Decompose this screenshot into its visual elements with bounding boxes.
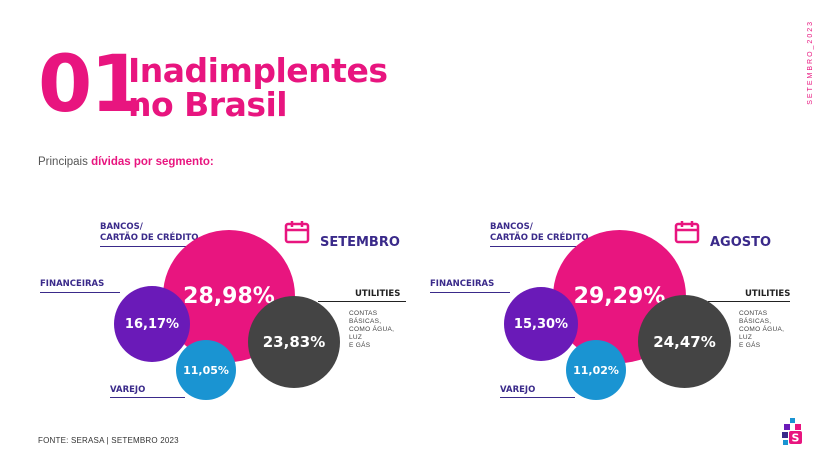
- bubble-varejo: 11,05%: [176, 340, 236, 400]
- title-line-2: no Brasil: [128, 85, 288, 124]
- label-bancos-line1: BANCOS/: [490, 222, 533, 232]
- bubble-utilities: 23,83%: [248, 296, 340, 388]
- label-bancos-line2: CARTÃO DE CRÉDITO: [100, 233, 199, 243]
- calendar-icon: [284, 221, 310, 244]
- leader-line-varejo: [500, 397, 575, 398]
- label-financeiras: FINANCEIRAS: [430, 279, 495, 289]
- label-bancos-line1: BANCOS/: [100, 222, 143, 232]
- leader-line-varejo: [110, 397, 185, 398]
- utilities-note: CONTAS BÁSICAS, COMO ÁGUA, LUZ E GÁS: [349, 310, 400, 350]
- utilities-note: CONTAS BÁSICAS, COMO ÁGUA, LUZ E GÁS: [739, 310, 790, 350]
- label-utilities: UTILITIES: [355, 289, 401, 299]
- section-number: 01: [38, 40, 145, 130]
- bubble-varejo: 11,02%: [566, 340, 626, 400]
- label-bancos: BANCOS/ CARTÃO DE CRÉDITO: [100, 222, 199, 244]
- leader-line-utilities: [708, 301, 790, 302]
- title-line-1: Inadimplentes: [128, 51, 388, 90]
- utilities-note-line2: COMO ÁGUA, LUZ: [739, 326, 785, 341]
- serasa-logo-icon: S: [782, 418, 802, 445]
- leader-line-bancos: [490, 246, 578, 247]
- source-note: FONTE: SERASA | SETEMBRO 2023: [38, 436, 179, 445]
- page-title: Inadimplentes no Brasil: [128, 51, 388, 124]
- utilities-note-line1: CONTAS BÁSICAS,: [349, 310, 382, 325]
- utilities-note-line3: E GÁS: [349, 342, 371, 349]
- label-varejo: VAREJO: [500, 385, 536, 395]
- label-bancos: BANCOS/ CARTÃO DE CRÉDITO: [490, 222, 589, 244]
- chart-panel-setembro: SETEMBRO BANCOS/ CARTÃO DE CRÉDITO FINAN…: [0, 210, 406, 410]
- calendar-icon: [674, 221, 700, 244]
- svg-text:S: S: [792, 432, 800, 445]
- leader-line-utilities: [318, 301, 406, 302]
- bubble-financeiras: 16,17%: [114, 286, 190, 362]
- utilities-note-line2: COMO ÁGUA, LUZ: [349, 326, 395, 341]
- chart-title: AGOSTO: [710, 235, 772, 250]
- leader-line-financeiras: [40, 292, 120, 293]
- utilities-note-line1: CONTAS BÁSICAS,: [739, 310, 772, 325]
- chart-title: SETEMBRO: [320, 235, 400, 250]
- chart-panel-agosto: AGOSTO BANCOS/ CARTÃO DE CRÉDITO FINANCE…: [390, 210, 790, 410]
- chart-subtitle: Principais dívidas por segmento:: [38, 156, 214, 168]
- label-bancos-line2: CARTÃO DE CRÉDITO: [490, 233, 589, 243]
- label-financeiras: FINANCEIRAS: [40, 279, 105, 289]
- vertical-date-label: SETEMBRO_2023: [807, 20, 814, 105]
- label-utilities: UTILITIES: [745, 289, 791, 299]
- utilities-note-line3: E GÁS: [739, 342, 761, 349]
- leader-line-bancos: [100, 246, 188, 247]
- bubble-utilities: 24,47%: [638, 295, 731, 388]
- bubble-bancos: 29,29%: [553, 230, 686, 363]
- subtitle-prefix: Principais: [38, 156, 92, 168]
- leader-line-financeiras: [430, 292, 510, 293]
- bubble-financeiras: 15,30%: [504, 287, 578, 361]
- subtitle-emphasis: dívidas por segmento:: [91, 156, 214, 168]
- label-varejo: VAREJO: [110, 385, 146, 395]
